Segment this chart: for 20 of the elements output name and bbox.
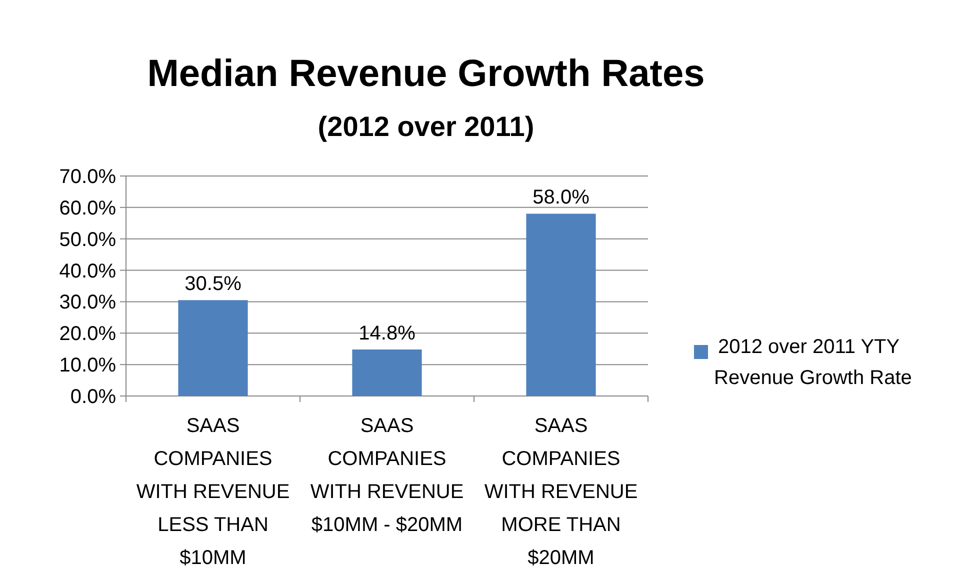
x-tick-label: SAAS COMPANIES WITH REVENUE LESS THAN $10MM <box>136 415 290 569</box>
x-tick-label: SAAS COMPANIES WITH REVENUE MORE THAN $20MM <box>484 415 638 569</box>
chart-subtitle: (2012 over 2011) <box>318 111 534 142</box>
y-tick-label: 60.0% <box>59 197 116 220</box>
y-tick-label: 0.0% <box>70 386 116 408</box>
y-tick-label: 70.0% <box>59 166 116 188</box>
y-tick-label: 10.0% <box>59 354 116 377</box>
bar <box>178 300 248 396</box>
y-tick-label: 50.0% <box>59 228 116 251</box>
bar <box>352 349 422 396</box>
data-label: 14.8% <box>358 322 416 344</box>
y-tick-label: 20.0% <box>59 323 116 346</box>
x-tick-label: SAAS COMPANIES WITH REVENUE $10MM - $20MM <box>310 415 464 536</box>
chart-title: Median Revenue Growth Rates <box>147 53 705 95</box>
y-tick-label: 30.0% <box>59 292 116 314</box>
y-tick-label: 40.0% <box>59 260 116 282</box>
data-label: 58.0% <box>532 186 590 209</box>
data-label: 30.5% <box>184 273 242 296</box>
legend-label: 2012 over 2011 YTY Revenue Growth Rate <box>714 336 912 389</box>
bar <box>526 214 596 396</box>
